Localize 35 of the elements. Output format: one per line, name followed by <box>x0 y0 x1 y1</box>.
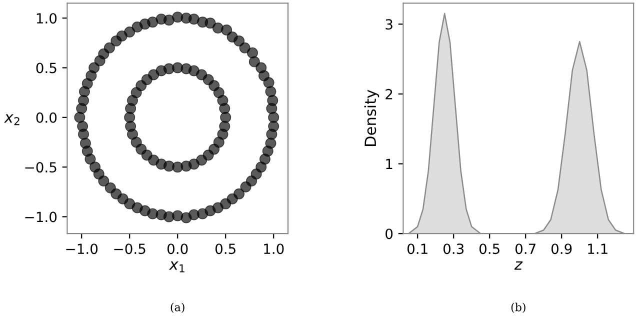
point <box>125 102 136 114</box>
y-tick-label: 0.5 <box>36 62 56 74</box>
y-tick-label: 3 <box>386 19 392 30</box>
point <box>126 128 138 140</box>
x-tick-label: 1.1 <box>588 244 608 254</box>
x-tick-label: 0.5 <box>215 244 236 254</box>
y-axis-title: x$_{2}$ <box>4 114 20 126</box>
text: (a) <box>170 302 184 313</box>
point <box>124 112 136 123</box>
x-tick-label: −0.5 <box>114 244 146 254</box>
point <box>163 160 174 172</box>
y-tick-label: 0.0 <box>36 112 57 123</box>
y-tick-label: 1.0 <box>36 13 57 24</box>
y-tick-label: 2 <box>386 88 392 100</box>
x-tick-label: 0.9 <box>551 244 572 254</box>
x-tick-label: 0.7 <box>515 244 536 254</box>
x-axis-title: z <box>514 261 523 270</box>
point <box>213 136 224 148</box>
x-tick-label: −1.0 <box>66 244 98 254</box>
y-tick-label: 1 <box>386 158 392 170</box>
x-tick-label: 0.1 <box>407 244 428 254</box>
x-axis-title: x$_{1}$ <box>168 261 184 272</box>
x-tick-label: 0.0 <box>167 244 188 254</box>
point <box>172 162 184 173</box>
y-tick-label: −1.0 <box>25 212 57 222</box>
x-tick-label: 1.0 <box>264 244 284 254</box>
point <box>130 87 142 98</box>
y-tick-label: 0 <box>386 228 393 240</box>
text: (b) <box>511 302 526 313</box>
y-tick-label: −0.5 <box>25 162 56 173</box>
point <box>219 120 230 132</box>
point <box>148 154 160 166</box>
x-tick-label: 0.3 <box>443 244 464 254</box>
y-axis-title: Density <box>364 90 380 146</box>
x-tick-label: 0.5 <box>479 244 500 254</box>
